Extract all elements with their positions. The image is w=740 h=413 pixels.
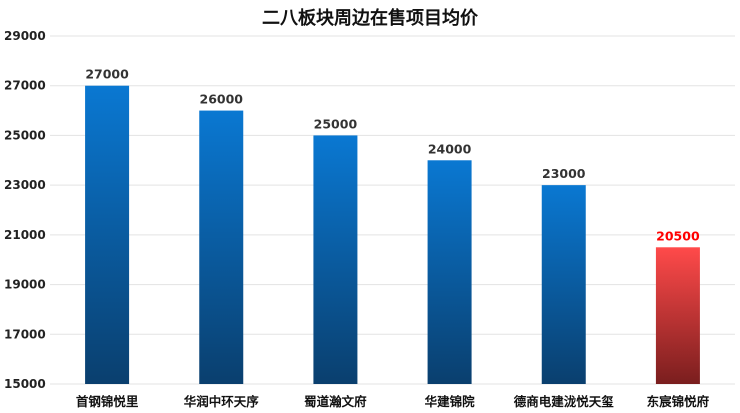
bar	[199, 110, 244, 385]
data-label: 23000	[542, 166, 586, 181]
y-tick-label: 23000	[4, 178, 46, 192]
chart-title: 二八板块周边在售项目均价	[262, 7, 479, 29]
bar	[313, 135, 358, 384]
y-tick-label: 17000	[4, 327, 46, 341]
y-tick-label: 27000	[4, 79, 46, 93]
y-tick-label: 29000	[4, 29, 46, 43]
y-tick-label: 21000	[4, 228, 46, 242]
y-tick-label: 25000	[4, 128, 46, 142]
data-label: 27000	[85, 67, 129, 82]
bar	[427, 160, 472, 384]
bar	[85, 85, 130, 384]
x-tick-label: 首钢锦悦里	[76, 394, 139, 409]
x-tick-label: 德商电建泷悦天玺	[514, 394, 615, 409]
x-tick-label: 东宸锦悦府	[647, 394, 710, 409]
x-tick-label: 华建锦院	[425, 394, 476, 409]
data-label: 25000	[314, 116, 358, 131]
bar	[655, 247, 700, 384]
y-tick-label: 19000	[4, 278, 46, 292]
data-label: 26000	[200, 92, 244, 107]
bar	[541, 185, 586, 384]
x-tick-label: 华润中环天序	[184, 394, 260, 409]
data-label: 20500	[656, 228, 700, 243]
y-tick-label: 15000	[4, 377, 46, 391]
x-tick-label: 蜀道瀚文府	[304, 394, 367, 409]
data-label: 24000	[428, 141, 472, 156]
